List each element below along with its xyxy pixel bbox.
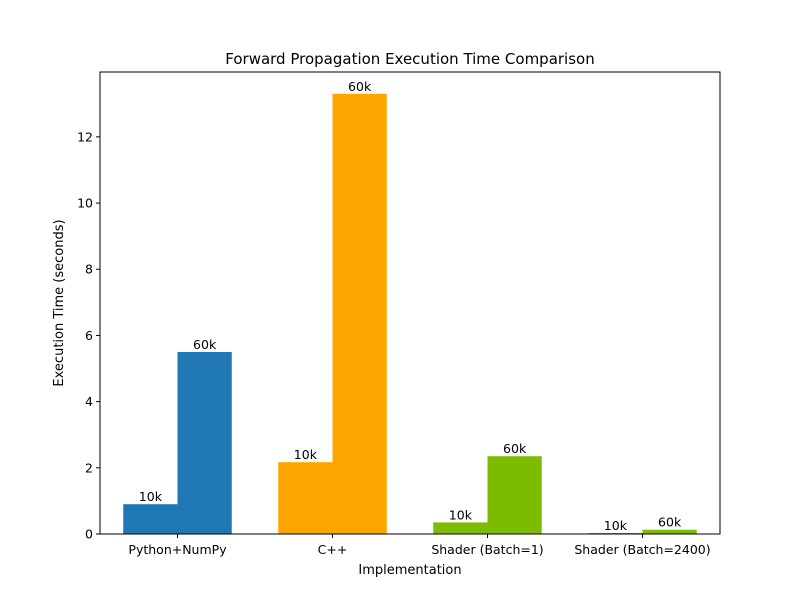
bars-group (123, 93, 697, 534)
bar-value-label: 60k (348, 79, 372, 94)
x-axis-label: Implementation (358, 563, 461, 578)
x-tick-label: Shader (Batch=1) (431, 542, 543, 557)
bar-value-label: 10k (449, 507, 473, 522)
bar-1-0 (278, 462, 333, 534)
bar-0-0 (123, 504, 178, 534)
bar-value-label: 60k (503, 441, 527, 456)
bar-3-1 (642, 529, 697, 534)
bar-value-label: 10k (294, 447, 318, 462)
y-tick-label: 4 (85, 394, 93, 409)
x-axis: Python+NumPy C++ Shader (Batch=1) Shader (B… (128, 534, 711, 557)
y-tick-label: 8 (85, 262, 93, 277)
x-tick-label: C++ (318, 542, 348, 557)
bar-0-1 (177, 351, 232, 534)
x-tick-label: Python+NumPy (128, 542, 227, 557)
y-tick-label: 0 (85, 527, 93, 542)
bar-1-1 (332, 93, 387, 534)
bar-2-1 (487, 456, 542, 534)
y-tick-label: 10 (77, 196, 93, 211)
y-tick-label: 12 (77, 129, 93, 144)
y-tick-label: 2 (85, 460, 93, 475)
bar-2-0 (433, 522, 488, 534)
bar-value-label: 60k (658, 515, 682, 530)
bar-value-label: 10k (604, 518, 628, 533)
y-tick-label: 6 (85, 328, 93, 343)
chart-title: Forward Propagation Execution Time Compa… (225, 50, 594, 68)
y-axis: 0 2 4 6 8 10 12 (77, 129, 100, 542)
bar-value-label: 60k (193, 337, 217, 352)
plot-frame (99, 71, 721, 535)
y-axis-label: Execution Time (seconds) (52, 219, 67, 386)
x-tick-label: Shader (Batch=2400) (574, 542, 710, 557)
bar-value-label: 10k (139, 489, 163, 504)
bar-labels-group: 10k 60k 10k 60k 10k 60k 10k 60k (139, 79, 682, 533)
